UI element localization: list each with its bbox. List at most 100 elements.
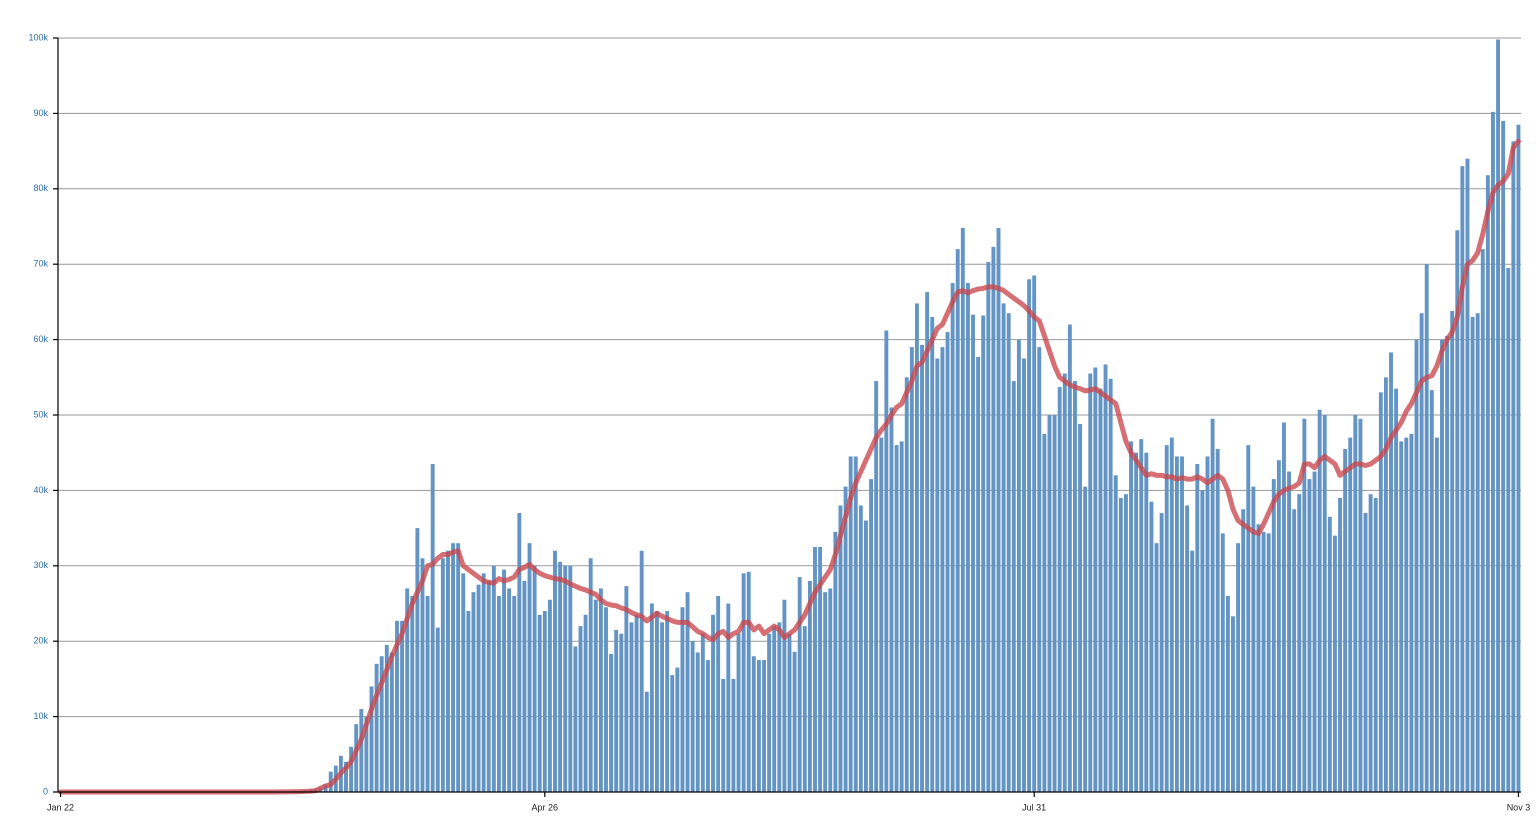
bar xyxy=(807,580,812,792)
bar xyxy=(1052,415,1057,792)
bar xyxy=(649,603,654,792)
bar xyxy=(889,407,894,792)
bar xyxy=(1067,324,1072,792)
bar xyxy=(828,588,833,792)
bar xyxy=(1404,437,1409,792)
bar xyxy=(1093,367,1098,792)
bar xyxy=(1210,418,1215,792)
bar xyxy=(1353,415,1358,792)
bar xyxy=(1429,390,1434,792)
y-tick-label: 100k xyxy=(28,32,48,42)
bar xyxy=(1149,501,1154,792)
bar xyxy=(588,558,593,792)
bar xyxy=(1394,388,1399,792)
bar xyxy=(430,464,435,792)
bar xyxy=(553,550,557,792)
x-tick-label: Nov 3 xyxy=(1507,802,1531,812)
bar xyxy=(996,228,1001,792)
bar xyxy=(1348,437,1353,792)
bar xyxy=(1358,418,1363,792)
bar xyxy=(904,377,909,792)
bar xyxy=(512,595,517,792)
bar xyxy=(1450,310,1455,792)
bar xyxy=(1231,616,1235,792)
bar xyxy=(629,622,634,792)
bar xyxy=(899,441,904,792)
y-tick-label: 30k xyxy=(33,560,48,570)
bar xyxy=(1225,595,1230,792)
bar xyxy=(782,599,787,792)
bar xyxy=(440,558,445,792)
bar xyxy=(384,644,389,792)
bar xyxy=(986,261,991,792)
bar xyxy=(909,347,914,792)
bar xyxy=(1098,388,1103,792)
bar xyxy=(1440,339,1444,792)
bar xyxy=(1480,249,1485,792)
bar xyxy=(435,627,440,792)
y-tick-label: 20k xyxy=(33,636,48,646)
bar xyxy=(1195,464,1200,792)
bar xyxy=(1169,437,1174,792)
y-tick-label: 70k xyxy=(33,259,48,269)
bar xyxy=(609,654,614,792)
bar xyxy=(604,607,608,792)
bar xyxy=(1164,445,1169,792)
bar xyxy=(858,505,863,792)
bar xyxy=(1373,497,1378,792)
bar xyxy=(848,456,853,792)
bar xyxy=(914,303,919,792)
bar xyxy=(1317,409,1322,792)
bar xyxy=(1491,111,1495,793)
bar xyxy=(1154,543,1159,792)
bar xyxy=(1460,166,1465,792)
bar xyxy=(1470,316,1475,792)
bar xyxy=(711,614,715,792)
x-tick-label: Jan 22 xyxy=(47,802,74,812)
bar xyxy=(1001,303,1006,792)
bar xyxy=(1292,509,1297,792)
bar xyxy=(486,580,491,792)
bar xyxy=(1389,352,1393,792)
bar xyxy=(1037,347,1042,792)
bar xyxy=(1159,513,1164,792)
bar xyxy=(685,592,690,792)
bar xyxy=(527,543,532,792)
bar xyxy=(349,746,354,792)
bar xyxy=(869,479,874,792)
bar xyxy=(700,633,705,792)
bar xyxy=(1190,550,1195,792)
bar xyxy=(823,592,828,792)
bar xyxy=(573,646,578,792)
bar xyxy=(1338,497,1342,792)
bar xyxy=(1251,486,1256,792)
x-tick-label: Jul 31 xyxy=(1022,802,1046,812)
bar xyxy=(675,667,680,792)
bar xyxy=(400,620,405,792)
bar xyxy=(1006,313,1011,792)
bar xyxy=(965,283,970,792)
bar xyxy=(1506,267,1511,793)
bar xyxy=(537,614,542,792)
bar xyxy=(1445,335,1450,792)
bar xyxy=(741,573,746,792)
bar xyxy=(879,437,884,792)
bar xyxy=(777,622,782,792)
bar xyxy=(1103,364,1108,792)
bar xyxy=(1022,358,1026,792)
bar xyxy=(1042,433,1047,792)
bar xyxy=(1383,377,1388,792)
bar xyxy=(853,456,858,792)
bar xyxy=(624,586,629,792)
bar xyxy=(756,660,761,792)
bar xyxy=(1322,415,1327,792)
bar xyxy=(1409,433,1414,792)
bars xyxy=(58,39,1521,793)
bar xyxy=(670,675,675,792)
bar xyxy=(920,344,924,792)
bar xyxy=(930,316,935,792)
bar xyxy=(1271,479,1276,792)
bar xyxy=(389,652,394,792)
bar xyxy=(1027,279,1032,792)
bar xyxy=(1434,437,1439,792)
